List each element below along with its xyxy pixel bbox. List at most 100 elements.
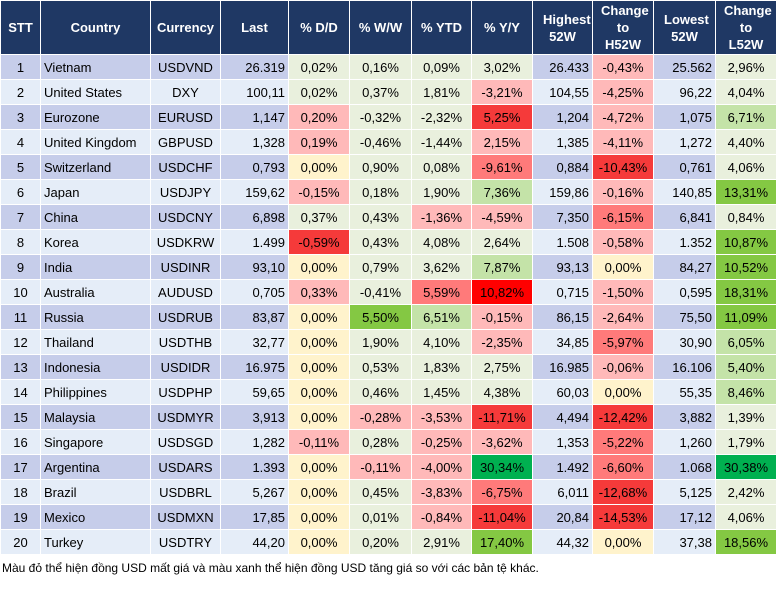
cell-currency: USDARS (150, 454, 221, 480)
cell-last: 93,10 (220, 254, 289, 280)
cell-yy: -6,75% (471, 479, 533, 505)
cell-yy: 5,25% (471, 104, 533, 130)
cell-chl: 4,40% (715, 129, 777, 155)
cell-low: 1,260 (653, 429, 716, 455)
cell-dd: 0,00% (288, 529, 350, 555)
cell-country: Australia (40, 279, 151, 305)
cell-chl: 4,06% (715, 154, 777, 180)
cell-currency: USDPHP (150, 379, 221, 405)
cell-ww: 0,90% (349, 154, 412, 180)
cell-country: China (40, 204, 151, 230)
cell-ww: 0,43% (349, 204, 412, 230)
cell-stt: 15 (0, 404, 41, 430)
cell-ytd: 4,08% (411, 229, 472, 255)
cell-currency: USDTHB (150, 329, 221, 355)
cell-high: 7,350 (532, 204, 593, 230)
cell-last: 3,913 (220, 404, 289, 430)
cell-dd: 0,00% (288, 504, 350, 530)
cell-chh: -0,06% (592, 354, 654, 380)
cell-yy: 30,34% (471, 454, 533, 480)
cell-stt: 16 (0, 429, 41, 455)
cell-yy: -4,59% (471, 204, 533, 230)
cell-ww: 0,79% (349, 254, 412, 280)
cell-chh: -6,15% (592, 204, 654, 230)
table-row: 9 India USDINR 93,10 0,00% 0,79% 3,62% 7,87% 93,… (0, 254, 777, 280)
cell-high: 16.985 (532, 354, 593, 380)
header-change-l52w: Change to L52W (715, 0, 777, 55)
cell-dd: -0,11% (288, 429, 350, 455)
cell-currency: EURUSD (150, 104, 221, 130)
cell-dd: 0,00% (288, 479, 350, 505)
cell-country: Korea (40, 229, 151, 255)
cell-currency: AUDUSD (150, 279, 221, 305)
cell-high: 34,85 (532, 329, 593, 355)
cell-high: 44,32 (532, 529, 593, 555)
cell-dd: 0,00% (288, 379, 350, 405)
cell-last: 26.319 (220, 54, 289, 80)
cell-stt: 20 (0, 529, 41, 555)
cell-stt: 19 (0, 504, 41, 530)
cell-currency: USDVND (150, 54, 221, 80)
cell-country: Brazil (40, 479, 151, 505)
cell-high: 6,011 (532, 479, 593, 505)
cell-chh: 0,00% (592, 379, 654, 405)
header-currency: Currency (150, 0, 221, 55)
cell-last: 1.499 (220, 229, 289, 255)
cell-stt: 9 (0, 254, 41, 280)
cell-stt: 17 (0, 454, 41, 480)
cell-country: India (40, 254, 151, 280)
cell-currency: USDTRY (150, 529, 221, 555)
cell-stt: 18 (0, 479, 41, 505)
cell-low: 37,38 (653, 529, 716, 555)
header-stt: STT (0, 0, 41, 55)
cell-country: Japan (40, 179, 151, 205)
table-row: 17 Argentina USDARS 1.393 0,00% -0,11% -4,00% 3… (0, 454, 777, 480)
cell-ww: 1,90% (349, 329, 412, 355)
cell-currency: USDSGD (150, 429, 221, 455)
cell-low: 140,85 (653, 179, 716, 205)
cell-country: Argentina (40, 454, 151, 480)
cell-yy: -9,61% (471, 154, 533, 180)
cell-last: 16.975 (220, 354, 289, 380)
cell-stt: 5 (0, 154, 41, 180)
cell-chl: 11,09% (715, 304, 777, 330)
cell-ytd: 1,45% (411, 379, 472, 405)
cell-last: 6,898 (220, 204, 289, 230)
cell-ytd: -3,83% (411, 479, 472, 505)
cell-dd: 0,00% (288, 404, 350, 430)
cell-currency: USDBRL (150, 479, 221, 505)
cell-last: 1,328 (220, 129, 289, 155)
cell-stt: 8 (0, 229, 41, 255)
cell-ytd: -2,32% (411, 104, 472, 130)
header-dd: % D/D (288, 0, 350, 55)
cell-currency: GBPUSD (150, 129, 221, 155)
cell-yy: 4,38% (471, 379, 533, 405)
cell-low: 17,12 (653, 504, 716, 530)
cell-chl: 8,46% (715, 379, 777, 405)
cell-yy: 2,64% (471, 229, 533, 255)
cell-chh: -6,60% (592, 454, 654, 480)
table-row: 6 Japan USDJPY 159,62 -0,15% 0,18% 1,90% 7,36% 1… (0, 179, 777, 205)
cell-high: 1,385 (532, 129, 593, 155)
cell-country: Philippines (40, 379, 151, 405)
cell-chh: 0,00% (592, 254, 654, 280)
cell-ww: 0,20% (349, 529, 412, 555)
cell-high: 1,353 (532, 429, 593, 455)
cell-chl: 1,79% (715, 429, 777, 455)
cell-chh: -10,43% (592, 154, 654, 180)
cell-ytd: 2,91% (411, 529, 472, 555)
cell-low: 3,882 (653, 404, 716, 430)
header-change-h52w: Change to H52W (592, 0, 654, 55)
cell-chl: 0,84% (715, 204, 777, 230)
cell-chl: 6,71% (715, 104, 777, 130)
cell-chh: -1,50% (592, 279, 654, 305)
cell-chl: 1,39% (715, 404, 777, 430)
cell-ww: 0,18% (349, 179, 412, 205)
cell-last: 100,11 (220, 79, 289, 105)
cell-yy: 2,15% (471, 129, 533, 155)
cell-chl: 10,87% (715, 229, 777, 255)
cell-stt: 13 (0, 354, 41, 380)
cell-currency: USDMYR (150, 404, 221, 430)
cell-stt: 7 (0, 204, 41, 230)
cell-currency: USDMXN (150, 504, 221, 530)
